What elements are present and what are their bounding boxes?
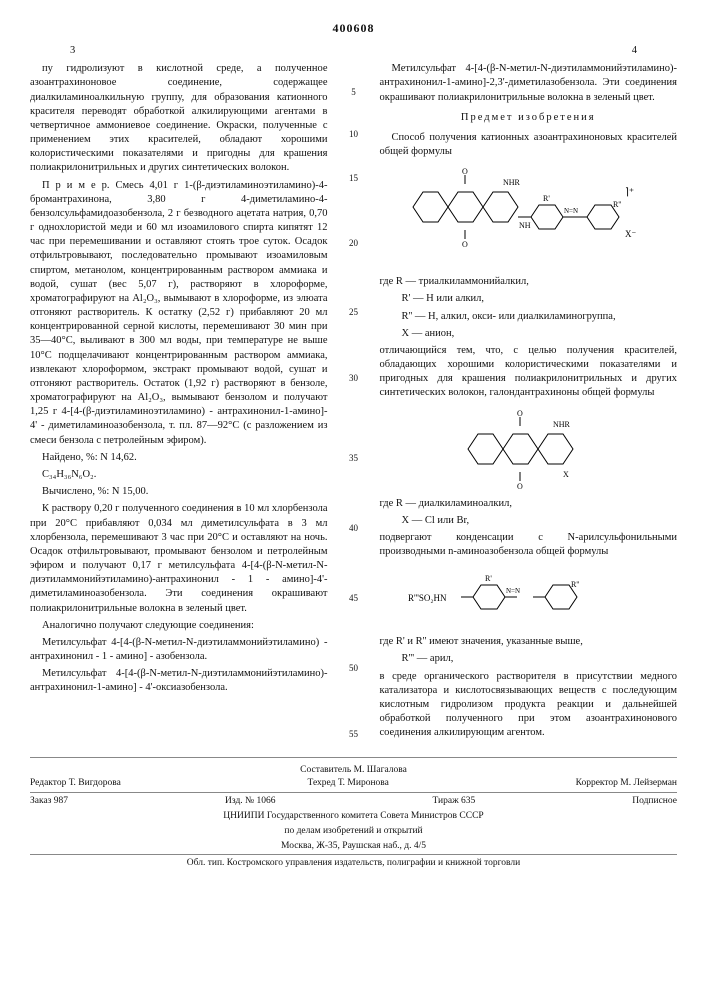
document-number: 400608 (30, 20, 677, 36)
footer-org: ЦНИИПИ Государственного комитета Совета … (30, 810, 677, 823)
svg-text:O: O (462, 167, 468, 176)
line-num: 45 (346, 592, 362, 604)
where-clause: R' — H или алкил, (380, 292, 678, 306)
para: пу гидролизуют в кислотной среде, а полу… (30, 62, 328, 175)
para: C₃₄H₃₆N₆O₂. (30, 468, 328, 482)
svg-text:R'': R'' (613, 200, 622, 209)
svg-text:R': R' (543, 194, 550, 203)
where-clause: X — анион, (380, 327, 678, 341)
line-num: 20 (346, 237, 362, 249)
para: в среде органического растворителя в при… (380, 670, 678, 741)
footer-addr: Москва, Ж-35, Раушская наб., д. 4/5 (30, 840, 677, 853)
para: К раствору 0,20 г полученного соединения… (30, 502, 328, 615)
footer-editor: Редактор Т. Вигдорова (30, 777, 121, 790)
svg-text:NHR: NHR (503, 178, 521, 187)
chemical-structure-1: O O NHR NH R' N=N R'' ⌉⁺ X⁻ (403, 167, 653, 267)
line-num: 10 (346, 128, 362, 140)
svg-text:NHR: NHR (553, 420, 571, 429)
line-num: 40 (346, 522, 362, 534)
where-clause: R'' — H, алкил, окси- или диалкиламиногр… (380, 310, 678, 324)
footer-tiraz: Тираж 635 (432, 795, 475, 808)
svg-text:R'''SO₂HN: R'''SO₂HN (408, 593, 447, 603)
svg-text:O: O (517, 482, 523, 489)
para: П р и м е р. Смесь 4,01 г 1-(β-диэтилами… (30, 179, 328, 448)
para: Найдено, %: N 14,62. (30, 451, 328, 465)
line-num: 30 (346, 372, 362, 384)
footer-subs: Подписное (632, 795, 677, 808)
footer-tech: Техред Т. Миронова (308, 777, 389, 790)
svg-text:O: O (517, 409, 523, 418)
where-clause: где R — триалкиламмонийалкил, (380, 275, 678, 289)
svg-text:O: O (462, 240, 468, 249)
footer-izd: Изд. № 1066 (225, 795, 275, 808)
where-clause: X — Cl или Br, (380, 514, 678, 528)
para: Способ получения катионных азоантрахинон… (380, 131, 678, 159)
line-num: 5 (346, 86, 362, 98)
where-clause: где R' и R'' имеют значения, указанные в… (380, 635, 678, 649)
para: Вычислено, %: N 15,00. (30, 485, 328, 499)
chemical-structure-2: O O NHR X (453, 409, 603, 489)
page-numbers: 3 4 (30, 44, 677, 56)
svg-text:⌉⁺: ⌉⁺ (625, 187, 634, 198)
line-num: 55 (346, 728, 362, 740)
line-number-gutter: 5 10 15 20 25 30 35 40 45 50 55 (346, 62, 362, 743)
page-num-left: 3 (70, 44, 75, 58)
footer-print: Обл. тип. Костромского управления издате… (30, 857, 677, 870)
svg-text:X⁻: X⁻ (625, 229, 636, 239)
svg-text:R'': R'' (571, 580, 580, 589)
footer-corrector: Корректор М. Лейзерман (576, 777, 677, 790)
footer-order: Заказ 987 (30, 795, 68, 808)
para: Аналогично получают следующие соединения… (30, 619, 328, 633)
para: Метилсульфат 4-[4-(β-N-метил-N-диэтиламм… (30, 636, 328, 664)
para: подвергают конденсации с N-арилсульфонил… (380, 531, 678, 559)
two-column-body: пу гидролизуют в кислотной среде, а полу… (30, 62, 677, 743)
line-num: 25 (346, 306, 362, 318)
right-column: Метилсульфат 4-[4-(β-N-метил-N-диэтиламм… (380, 62, 678, 743)
svg-text:X: X (563, 470, 569, 479)
para: отличающийся тем, что, с целью получения… (380, 344, 678, 401)
svg-text:N=N: N=N (506, 587, 520, 595)
line-num: 15 (346, 172, 362, 184)
section-heading: Предмет изобретения (380, 111, 678, 125)
svg-text:NH: NH (519, 221, 531, 230)
svg-text:R': R' (485, 574, 492, 583)
para: Метилсульфат 4-[4-(β-N-метил-N-диэтиламм… (30, 667, 328, 695)
footer-block: Составитель М. Шагалова Редактор Т. Вигд… (30, 757, 677, 870)
footer-author: Составитель М. Шагалова (30, 764, 677, 777)
footer-org2: по делам изобретений и открытий (30, 825, 677, 838)
chemical-structure-3: R'''SO₂HN R' N=N R'' (403, 567, 653, 627)
where-clause: R''' — арил, (380, 652, 678, 666)
left-column: пу гидролизуют в кислотной среде, а полу… (30, 62, 328, 743)
svg-text:N=N: N=N (564, 207, 578, 215)
para: Метилсульфат 4-[4-(β-N-метил-N-диэтиламм… (380, 62, 678, 105)
where-clause: где R — диалкиламиноалкил, (380, 497, 678, 511)
page-num-right: 4 (632, 44, 637, 58)
line-num: 35 (346, 452, 362, 464)
line-num: 50 (346, 662, 362, 674)
